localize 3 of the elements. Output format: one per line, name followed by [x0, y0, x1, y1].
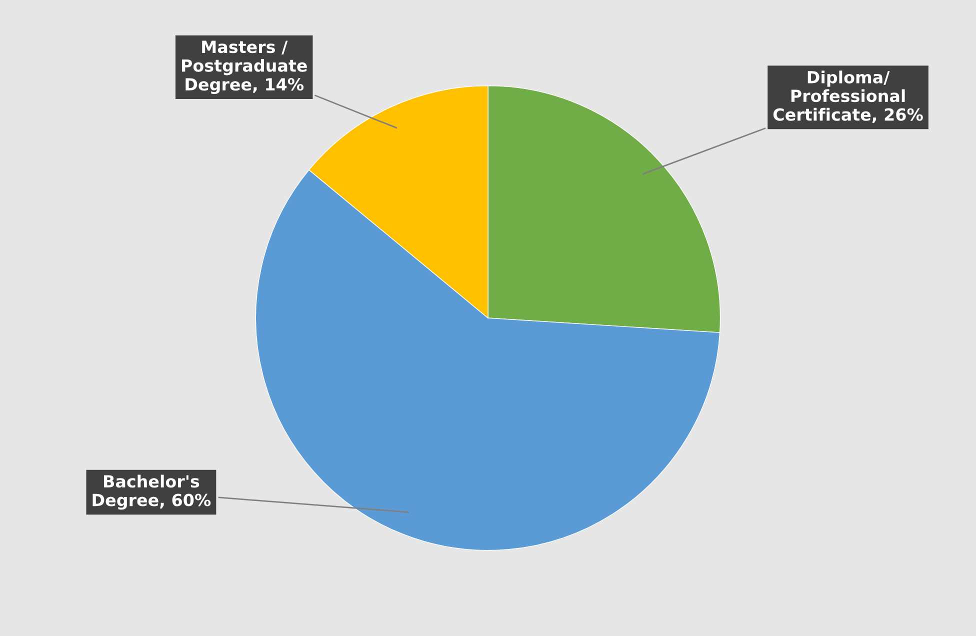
- slice-label: Diploma/ Professional Certificate, 26%: [773, 70, 923, 123]
- slice-label: Bachelor's Degree, 60%: [92, 474, 211, 510]
- slice-label: Masters / Postgraduate Degree, 14%: [182, 40, 307, 94]
